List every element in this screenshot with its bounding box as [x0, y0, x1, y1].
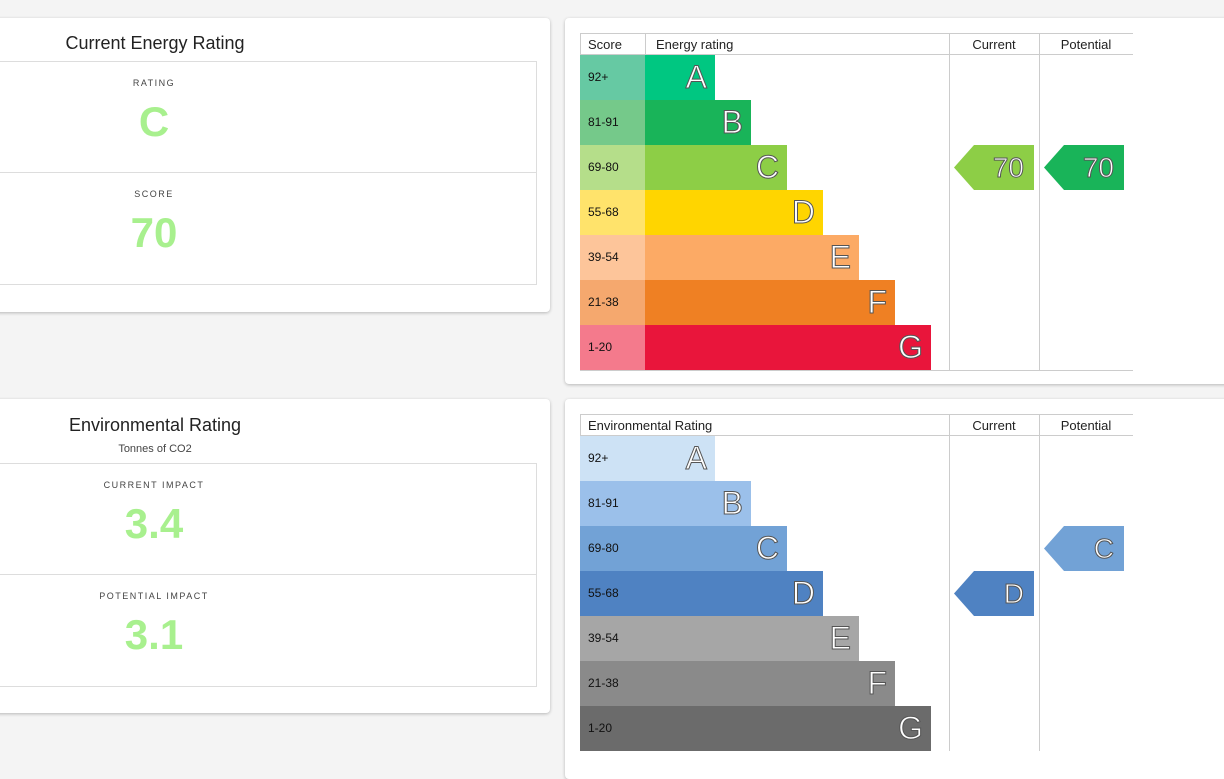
- band-range: 39-54: [580, 235, 645, 280]
- energy-rating-card: Current Energy Rating RATING C SCORE 70: [0, 18, 550, 312]
- band-bar: F: [645, 280, 895, 325]
- score-value: 70: [130, 209, 178, 256]
- potential-rating-marker: C: [1044, 526, 1124, 571]
- header-environmental-rating: Environmental Rating: [588, 418, 713, 433]
- environment-card-title: Environmental Rating: [68, 415, 242, 435]
- score-label: SCORE: [134, 189, 174, 199]
- band-range: 1-20: [580, 325, 645, 370]
- band-letter: E: [829, 620, 851, 657]
- band-range: 81-91: [580, 481, 645, 526]
- band-letter: F: [867, 665, 888, 702]
- band-range: 69-80: [580, 526, 645, 571]
- current-impact-label: CURRENT IMPACT: [103, 480, 205, 490]
- energy-summary-box: RATING C SCORE 70: [0, 61, 537, 285]
- band-bar: C: [645, 526, 787, 571]
- current-rating-marker: D: [954, 571, 1034, 616]
- band-range: 1-20: [580, 706, 645, 751]
- band-letter: A: [685, 440, 707, 477]
- band-bar: B: [645, 481, 751, 526]
- band-bar: G: [645, 706, 931, 751]
- band-bar: C: [645, 145, 787, 190]
- band-range: 55-68: [580, 190, 645, 235]
- band-range: 21-38: [580, 661, 645, 706]
- environmental-rating-card: Environmental Rating Tonnes of CO2 CURRE…: [0, 399, 550, 713]
- energy-card-title: Current Energy Rating: [65, 33, 245, 53]
- current-rating-marker: 70: [954, 145, 1034, 190]
- band-bar: F: [645, 661, 895, 706]
- band-range: 92+: [580, 55, 645, 100]
- band-letter: B: [721, 104, 743, 141]
- band-letter: A: [685, 59, 707, 96]
- band-letter: G: [898, 710, 924, 747]
- band-bar: A: [645, 55, 715, 100]
- band-range: 55-68: [580, 571, 645, 616]
- band-range: 69-80: [580, 145, 645, 190]
- header-score: Score: [588, 37, 622, 52]
- potential-impact-value: 3.1: [124, 611, 184, 658]
- header-potential: Potential: [1060, 37, 1112, 52]
- band-range: 81-91: [580, 100, 645, 145]
- band-range: 92+: [580, 436, 645, 481]
- band-range: 39-54: [580, 616, 645, 661]
- band-letter: F: [867, 284, 888, 321]
- band-bar: G: [645, 325, 931, 370]
- band-bar: D: [645, 571, 823, 616]
- band-letter: E: [829, 239, 851, 276]
- band-bar: E: [645, 235, 859, 280]
- band-bar: E: [645, 616, 859, 661]
- band-bar: D: [645, 190, 823, 235]
- environment-card-subtitle: Tonnes of CO2: [118, 443, 192, 455]
- current-impact-value: 3.4: [124, 500, 184, 547]
- rating-label: RATING: [132, 78, 176, 88]
- header-potential: Potential: [1060, 418, 1112, 433]
- band-range: 21-38: [580, 280, 645, 325]
- header-current: Current: [972, 418, 1016, 433]
- rating-value: C: [138, 98, 170, 145]
- header-current: Current: [972, 37, 1016, 52]
- band-bar: A: [645, 436, 715, 481]
- band-bar: B: [645, 100, 751, 145]
- potential-rating-marker: 70: [1044, 145, 1124, 190]
- band-letter: C: [755, 149, 779, 186]
- energy-rating-chart: Score Energy rating Current Potential 92…: [580, 33, 1133, 371]
- environmental-rating-chart: Environmental Rating Current Potential 9…: [580, 414, 1133, 751]
- band-letter: B: [721, 485, 743, 522]
- band-letter: D: [791, 575, 815, 612]
- band-letter: G: [898, 329, 924, 366]
- environment-summary-box: CURRENT IMPACT 3.4 POTENTIAL IMPACT 3.1: [0, 463, 537, 687]
- header-energy-rating: Energy rating: [656, 37, 734, 52]
- potential-impact-label: POTENTIAL IMPACT: [99, 591, 209, 601]
- band-letter: D: [791, 194, 815, 231]
- band-letter: C: [755, 530, 779, 567]
